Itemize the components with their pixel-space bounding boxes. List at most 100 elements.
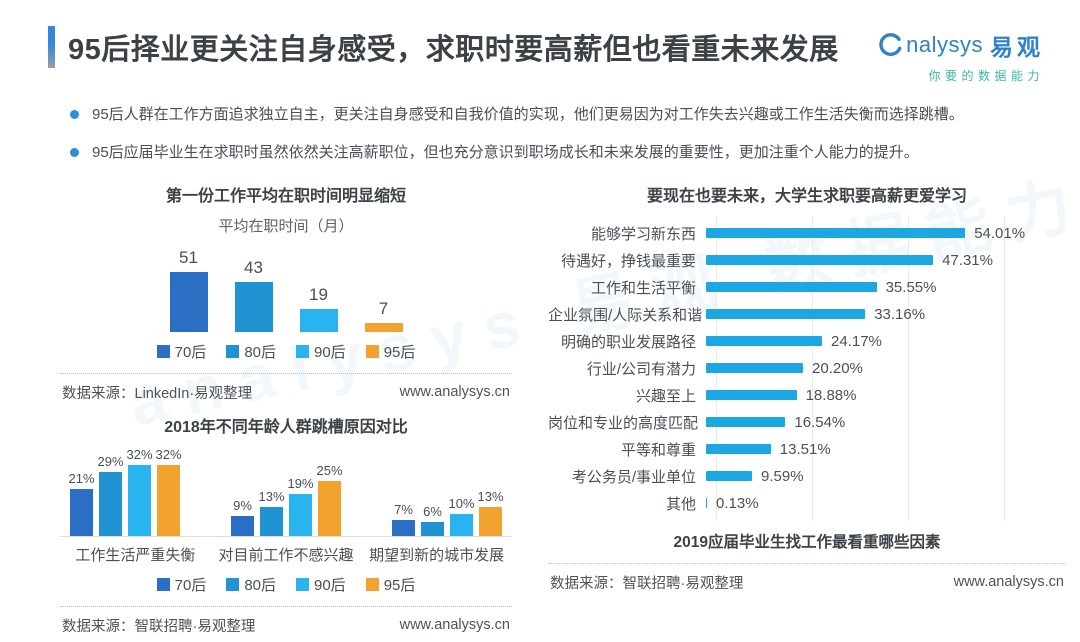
bar xyxy=(706,498,707,508)
bar-value-label: 6% xyxy=(423,504,442,520)
legend-item: 80后 xyxy=(226,341,276,362)
bar xyxy=(289,493,312,536)
jobhop-bar-column: 13% xyxy=(258,489,285,536)
bar xyxy=(128,465,151,536)
tenure-source-row: 数据来源：LinkedIn·易观整理 www.analysys.cn xyxy=(60,374,512,409)
factors-chart-bars: 能够学习新东西 54.01% 待遇好，挣钱最重要 47.31% 工作和生活平衡 35.55… xyxy=(548,215,1066,521)
bar xyxy=(706,309,866,319)
bar-value-label: 29% xyxy=(97,453,124,469)
legend-swatch xyxy=(156,577,170,591)
bar xyxy=(706,228,966,238)
bar xyxy=(318,480,341,536)
bar-value-label: 19 xyxy=(309,285,328,305)
bar-value-label: 33.16% xyxy=(874,305,926,323)
tenure-source: 数据来源：LinkedIn·易观整理 xyxy=(62,385,253,402)
factors-bar-row: 行业/公司有潜力 20.20% xyxy=(548,355,1066,382)
factor-label: 明确的职业发展路径 xyxy=(560,333,696,351)
bar-value-label: 24.17% xyxy=(831,332,882,350)
bar-value-label: 32% xyxy=(126,447,153,463)
factors-bar-row: 岗位和专业的高度匹配 16.54% xyxy=(548,409,1066,436)
bar-value-label: 54.01% xyxy=(974,224,1026,242)
category-label: 对目前工作不感兴趣 xyxy=(218,546,354,564)
legend-label: 90后 xyxy=(314,343,346,361)
left-column: 第一份工作平均在职时间明显缩短 平均在职时间（月） 51 43 19 7 70后 80后… xyxy=(60,182,512,642)
bar-value-label: 43 xyxy=(244,257,263,277)
jobhop-bar-column: 9% xyxy=(231,498,254,536)
factors-source-row: 数据来源：智联招聘·易观整理 www.analysys.cn xyxy=(548,564,1066,599)
divider xyxy=(548,562,1066,564)
title-block: 95后择业更关注自身感受，求职时要高薪但也看重未来发展 xyxy=(48,26,839,68)
tenure-chart-bars: 51 43 19 7 xyxy=(60,240,512,332)
bar-value-label: 20.20% xyxy=(812,359,863,377)
bar-value-label: 51 xyxy=(179,248,198,268)
bar xyxy=(231,515,254,536)
bar xyxy=(706,282,877,292)
legend-swatch xyxy=(226,577,240,591)
factors-source: 数据来源：智联招聘·易观整理 xyxy=(550,575,744,592)
factors-bar-row: 明确的职业发展路径 24.17% xyxy=(548,328,1066,355)
jobhop-bar-column: 10% xyxy=(448,495,475,536)
bar-value-label: 47.31% xyxy=(942,251,993,269)
bar xyxy=(157,465,180,536)
legend-item: 90后 xyxy=(296,341,346,362)
bullet-text: 95后应届毕业生在求职时虽然依然关注高薪职位，但也充分意识到职场成长和未来发展的… xyxy=(92,143,919,161)
bar xyxy=(260,506,283,536)
logo-brand-row: nalysys 易观 xyxy=(877,28,1044,62)
legend-label: 95后 xyxy=(383,343,416,361)
bar xyxy=(70,489,93,536)
tenure-bar-column: 19 xyxy=(299,285,338,332)
analysys-url-link[interactable]: www.analysys.cn xyxy=(399,617,510,633)
bar xyxy=(706,336,822,346)
category-label: 期望到新的城市发展 xyxy=(369,546,505,564)
factor-label: 考公务员/事业单位 xyxy=(571,468,696,486)
jobhop-bar-column: 6% xyxy=(421,504,444,536)
factor-label: 岗位和专业的高度匹配 xyxy=(548,414,699,432)
bar-value-label: 25% xyxy=(316,462,343,478)
factor-label: 能够学习新东西 xyxy=(590,225,696,243)
legend-swatch xyxy=(365,577,379,591)
factor-label: 工作和生活平衡 xyxy=(590,279,696,297)
jobhop-bar-column: 21% xyxy=(68,471,95,536)
analysys-url-link[interactable]: www.analysys.cn xyxy=(399,384,510,400)
bar xyxy=(234,281,273,332)
bar xyxy=(421,522,444,536)
logo-tagline: 你要的数据能力 xyxy=(928,69,1044,83)
factors-chart: 要现在也要未来，大学生求职要高薪更爱学习 能够学习新东西 54.01% 待遇好，挣钱… xyxy=(548,182,1066,599)
bar-value-label: 21% xyxy=(68,471,95,487)
factors-bar-row: 考公务员/事业单位 9.59% xyxy=(548,463,1066,490)
bullet-item: 95后人群在工作方面追求独立自主，更关注自身感受和自我价值的实现，他们更易因为对… xyxy=(70,104,1022,126)
analysys-url-link[interactable]: www.analysys.cn xyxy=(953,574,1064,590)
tenure-bar-column: 51 xyxy=(169,248,208,332)
jobhop-bar-column: 32% xyxy=(126,447,153,536)
bar xyxy=(706,417,786,427)
bullet-dot-icon xyxy=(70,110,79,119)
jobhop-chart: 2018年不同年龄人群跳槽原因对比 21% 29% 32% 32% 9% 13% 19% 25… xyxy=(60,413,512,642)
main-content: 第一份工作平均在职时间明显缩短 平均在职时间（月） 51 43 19 7 70后 80后… xyxy=(0,180,1080,642)
jobhop-bar-group: 21% 29% 32% 32% xyxy=(68,447,182,536)
bar xyxy=(479,506,502,536)
tenure-chart-subtitle: 平均在职时间（月） xyxy=(218,217,354,235)
bar-value-label: 32% xyxy=(155,447,182,463)
legend-swatch xyxy=(156,344,170,358)
analysys-logo: nalysys 易观 你要的数据能力 xyxy=(877,28,1054,84)
factors-bar-row: 兴趣至上 18.88% xyxy=(548,382,1066,409)
jobhop-chart-bars: 21% 29% 32% 32% 9% 13% 19% 25% 7% 6% 10% 13% xyxy=(60,437,512,537)
factor-label: 其他 xyxy=(665,495,696,513)
legend-swatch xyxy=(365,344,379,358)
bar xyxy=(450,513,473,536)
bar-value-label: 35.55% xyxy=(885,278,937,296)
bar-value-label: 7 xyxy=(378,299,389,319)
page-title: 95后择业更关注自身感受，求职时要高薪但也看重未来发展 xyxy=(68,34,839,66)
bar-value-label: 13% xyxy=(477,488,504,504)
factors-bar-row: 工作和生活平衡 35.55% xyxy=(548,274,1066,301)
bar-value-label: 19% xyxy=(287,475,314,491)
page-header: 95后择业更关注自身感受，求职时要高薪但也看重未来发展 nalysys 易观 你… xyxy=(0,0,1080,84)
legend-label: 80后 xyxy=(244,343,276,361)
bar-value-label: 18.88% xyxy=(805,386,857,404)
factors-chart-caption: 2019应届毕业生找工作最看重哪些因素 xyxy=(673,533,941,551)
factors-bar-row: 待遇好，挣钱最重要 47.31% xyxy=(548,247,1066,274)
bar-value-label: 16.54% xyxy=(794,413,846,431)
jobhop-bar-column: 32% xyxy=(155,447,182,536)
bar xyxy=(706,390,797,400)
bar-value-label: 10% xyxy=(448,495,475,511)
